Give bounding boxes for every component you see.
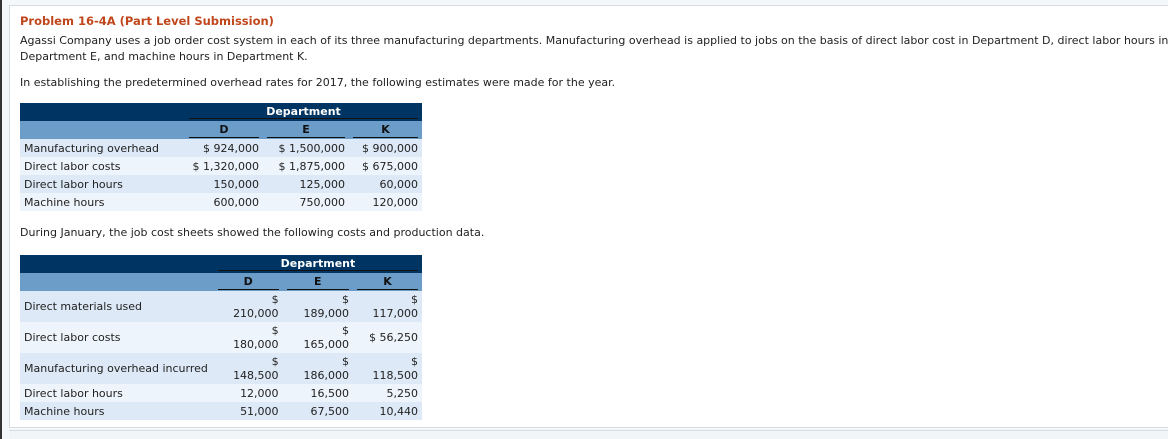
table-row: Manufacturing overhead incurred $148,500… (20, 353, 422, 384)
table-row: Direct labor costs $180,000 $165,000 $ 5… (20, 322, 422, 353)
estimates-table: Department D E K Manufacturing overhead … (20, 103, 422, 211)
table-row: Manufacturing overhead $ 924,000 $ 1,500… (20, 139, 422, 157)
department-header: Department (213, 255, 422, 273)
column-header-row: D E K (20, 273, 422, 291)
table-row: Direct labor costs $ 1,320,000 $ 1,875,0… (20, 157, 422, 175)
table-row: Machine hours 600,000 750,000 120,000 (20, 193, 422, 211)
column-e: E (263, 121, 349, 139)
next-panel-edge (9, 430, 1168, 439)
january-table: Department D E K Direct materials used $… (20, 255, 422, 420)
table-row: Direct labor hours 150,000 125,000 60,00… (20, 175, 422, 193)
table-row: Machine hours 51,000 67,500 10,440 (20, 402, 422, 420)
table-row: Direct materials used $210,000 $189,000 … (20, 291, 422, 322)
column-d: D (213, 273, 283, 291)
problem-panel: Problem 16-4A (Part Level Submission) Ag… (9, 5, 1168, 428)
table-header-row: Department (20, 255, 422, 273)
problem-intro: Agassi Company uses a job order cost sys… (20, 34, 1168, 63)
window-edge (0, 0, 2, 439)
estimates-intro: In establishing the predetermined overhe… (20, 76, 616, 89)
column-k: K (349, 121, 422, 139)
column-d: D (185, 121, 263, 139)
column-e: E (282, 273, 354, 291)
table-header-row: Department (20, 103, 422, 121)
table-row: Direct labor hours 12,000 16,500 5,250 (20, 384, 422, 402)
column-header-row: D E K (20, 121, 422, 139)
problem-title: Problem 16-4A (Part Level Submission) (20, 14, 274, 28)
department-header: Department (185, 103, 422, 121)
column-k: K (353, 273, 422, 291)
january-intro: During January, the job cost sheets show… (20, 226, 485, 239)
